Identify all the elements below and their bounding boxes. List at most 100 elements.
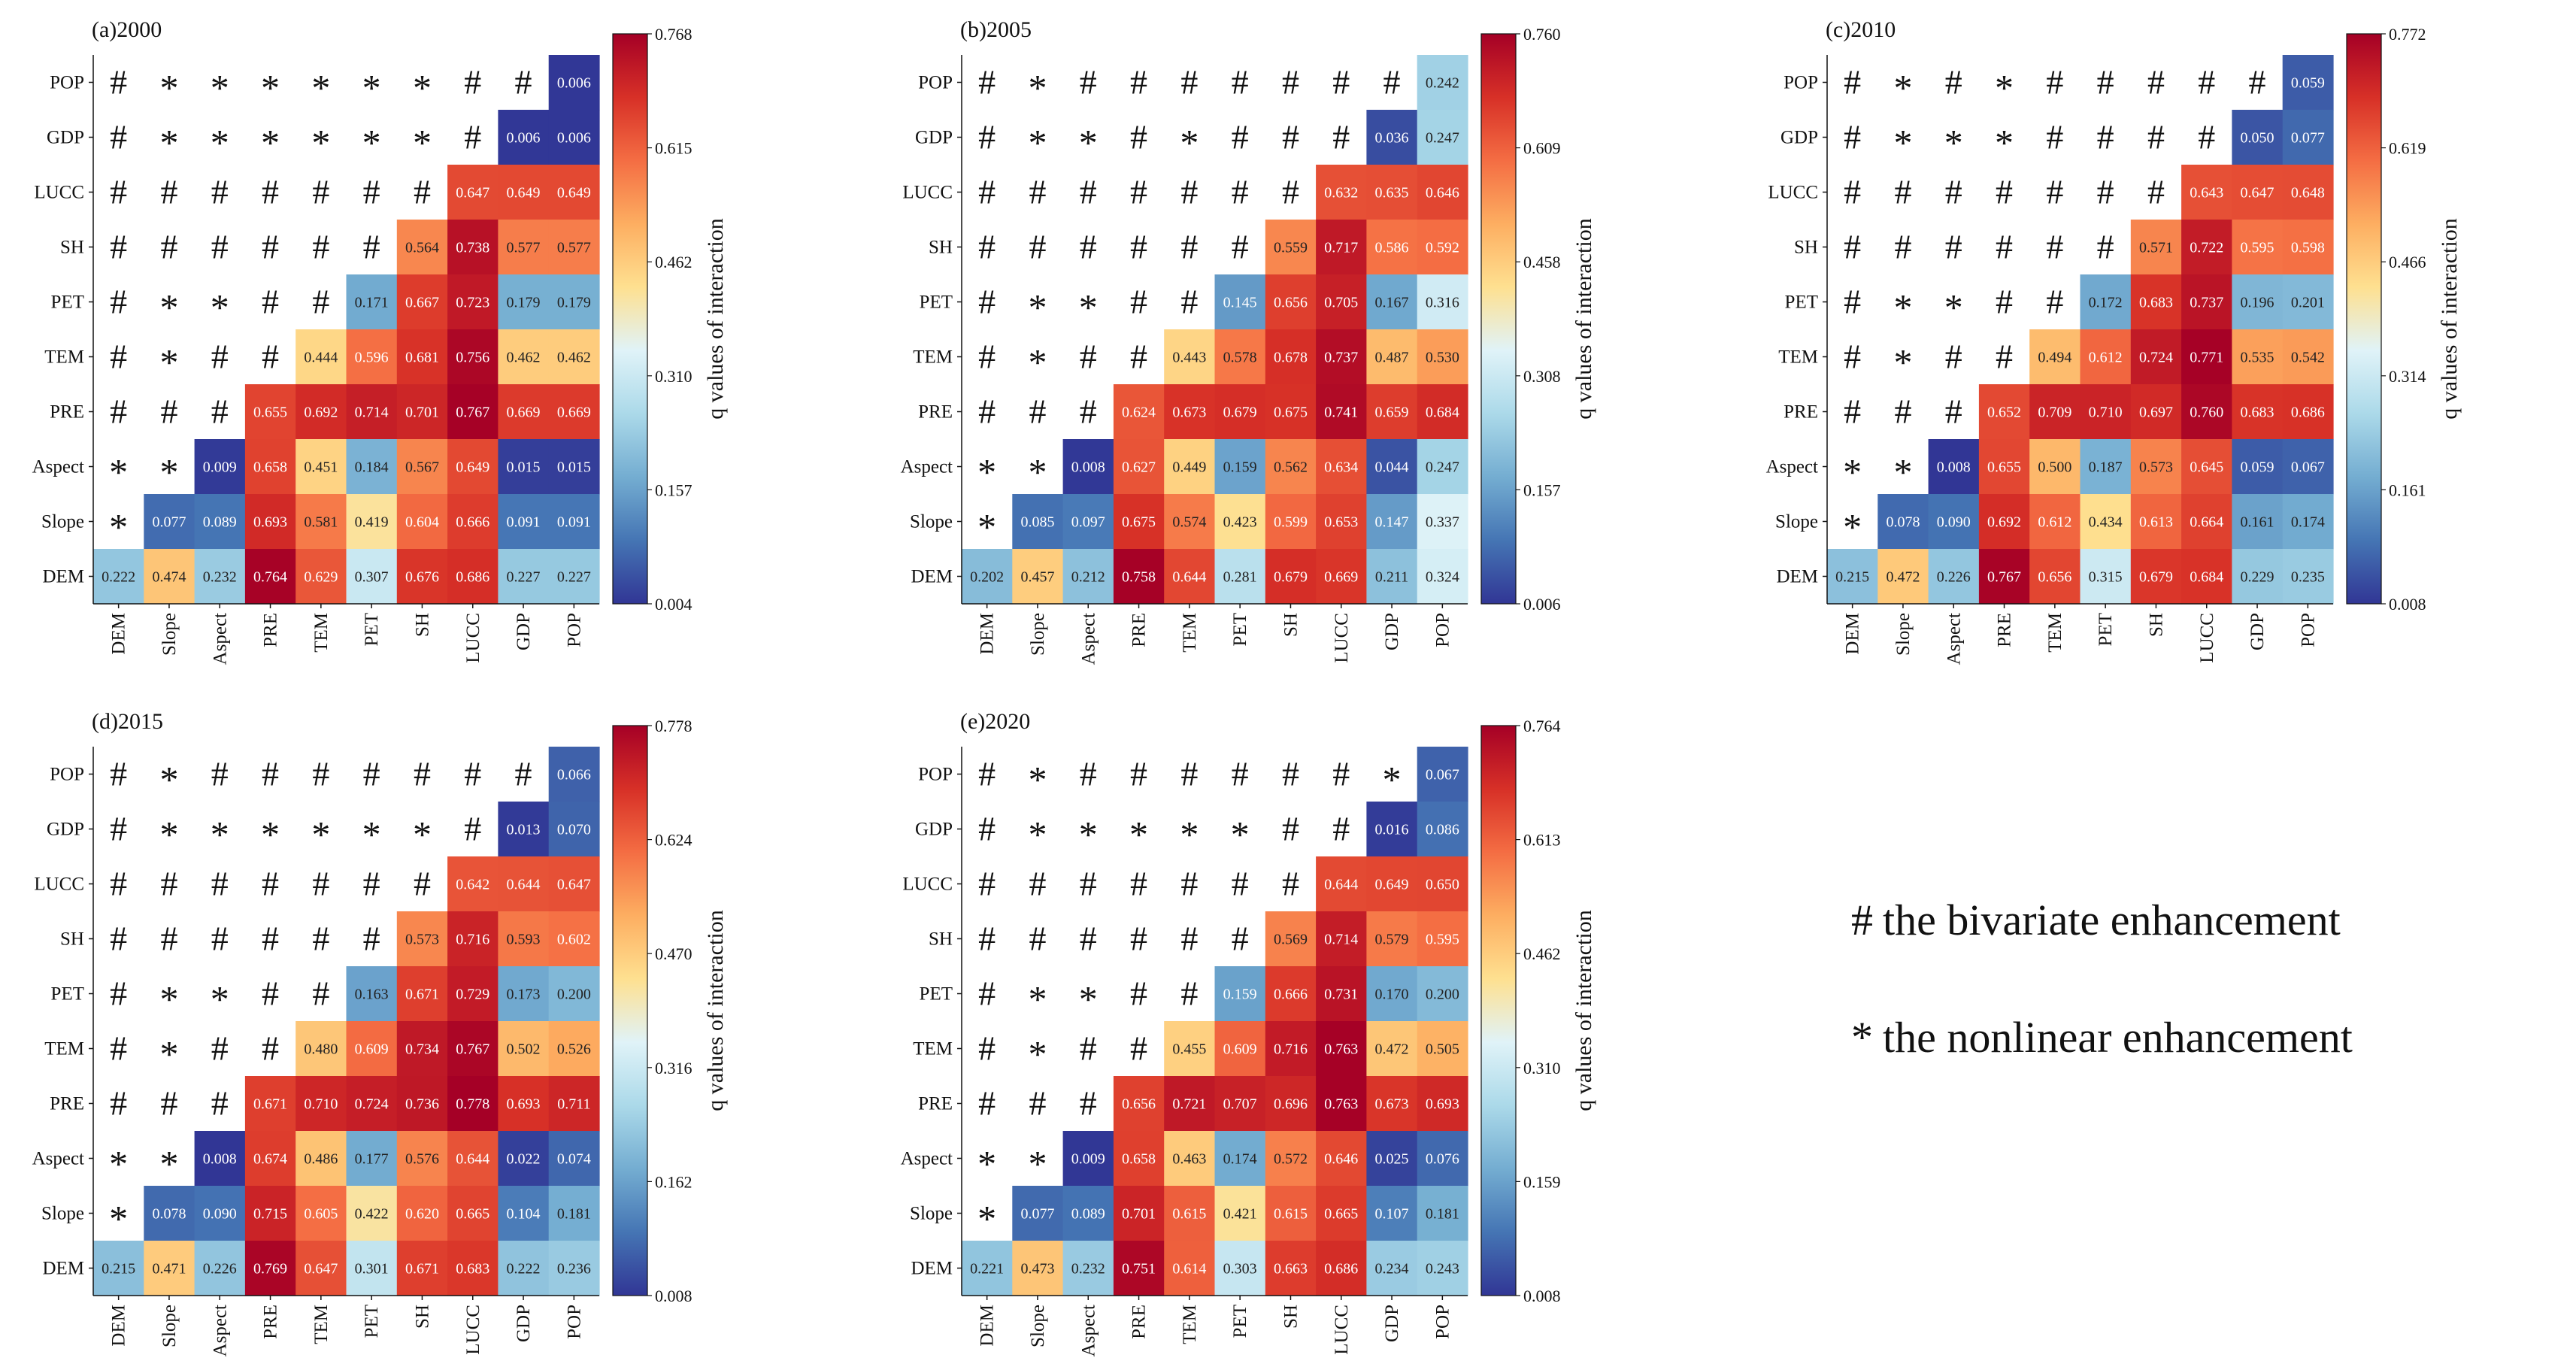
heatmap-cell [1113,549,1165,605]
nonlinear-symbol: * [413,67,432,109]
cell-value-label: 0.449 [1172,459,1206,476]
y-tick-label: LUCC [1768,183,1818,203]
cell-value-label: 0.669 [1324,569,1358,586]
bivariate-symbol: # [1130,974,1147,1013]
cell-value-label: 0.683 [2241,405,2274,421]
heatmap-cell [498,220,550,275]
cell-value-label: 0.236 [557,1261,591,1278]
cell-value-label: 0.324 [1426,569,1459,586]
nonlinear-symbol: * [1995,122,2014,164]
bivariate-symbol: # [110,283,127,321]
heatmap-cell [1417,110,1468,165]
bivariate-symbol: # [978,810,996,848]
x-tick-label: POP [564,613,584,647]
y-tick-label: Aspect [32,1149,84,1169]
cell-value-label: 0.281 [1223,569,1257,586]
y-tick-label: SH [929,929,953,950]
heatmap-cell [1214,439,1266,495]
cell-value-label: 0.232 [1071,1261,1105,1278]
cell-value-label: 0.574 [1172,514,1206,531]
cell-value-label: 0.629 [304,569,338,586]
cell-value-label: 0.077 [1020,1206,1054,1223]
heatmap-cell [2232,274,2284,330]
bivariate-symbol: # [2046,228,2063,266]
legend-item-nonlinear: * the nonlinear enhancement [1851,1008,2528,1067]
nonlinear-symbol: * [1028,286,1047,329]
colorbar-tick-label: 0.609 [1523,139,1561,158]
legend-text-nonlinear: the nonlinear enhancement [1883,1013,2353,1062]
cell-value-label: 0.683 [2139,295,2173,311]
bivariate-symbol: # [110,755,127,793]
heatmap-cell [498,911,550,967]
heatmap-cell [2181,329,2232,385]
heatmap-cell [548,1076,600,1132]
cell-value-label: 0.646 [1324,1151,1358,1168]
bivariate-symbol: # [978,974,996,1013]
cell-value-label: 0.200 [1426,987,1459,1003]
nonlinear-symbol: * [261,814,280,856]
y-tick-label: LUCC [34,874,84,895]
y-tick-label: POP [1784,73,1818,93]
heatmap-cell [1214,966,1266,1022]
cell-value-label: 0.036 [1375,130,1409,147]
heatmap-cell [498,1021,550,1077]
cell-value-label: 0.067 [2291,459,2325,476]
heatmap-cell [1366,549,1418,605]
nonlinear-symbol: * [159,978,178,1020]
colorbar-tick-label: 0.760 [1523,25,1561,44]
heatmap-cell [548,274,600,330]
bivariate-symbol: # [312,283,329,321]
nonlinear-symbol: * [977,451,996,493]
bivariate-symbol: # [1844,338,1861,376]
heatmap-cell [295,1131,347,1187]
cell-value-label: 0.612 [2089,350,2123,366]
colorbar-tick-label: 0.157 [655,480,692,499]
cell-value-label: 0.104 [507,1206,541,1223]
x-tick-label: POP [564,1305,584,1339]
cell-value-label: 0.656 [1122,1096,1156,1113]
cell-value-label: 0.196 [2241,295,2274,311]
heatmap-cell [1012,494,1064,550]
x-tick-label: GDP [1382,613,1402,650]
heatmap-cell [295,1076,347,1132]
heatmap-cell [447,329,499,385]
y-tick-label: PET [1785,292,1818,313]
nonlinear-symbol: * [413,122,432,164]
x-tick-label: Aspect [1078,1305,1099,1356]
heatmap-cell [244,1186,296,1241]
x-tick-label: LUCC [1332,1305,1352,1355]
heatmap-cell [548,747,600,802]
x-tick-label: POP [1432,1305,1453,1339]
cell-value-label: 0.211 [1375,569,1408,586]
cell-value-label: 0.022 [507,1151,541,1168]
cell-value-label: 0.451 [304,459,338,476]
cell-value-label: 0.647 [557,877,591,893]
bivariate-symbol: # [2097,228,2114,266]
heatmap-cell [548,329,600,385]
cell-value-label: 0.614 [1172,1261,1206,1278]
x-tick-label: GDP [514,1305,534,1342]
y-tick-label: PET [920,292,953,313]
bivariate-symbol: # [1894,228,1911,266]
bivariate-symbol: # [312,920,329,958]
x-tick-label: PET [1230,613,1250,646]
heatmap-cell [1265,1131,1317,1187]
cell-value-label: 0.644 [507,877,541,893]
y-tick-label: Aspect [32,457,84,477]
x-tick-label: PRE [261,613,281,647]
heatmap-cell [498,1076,550,1132]
nonlinear-symbol: * [1893,67,1912,109]
heatmap-cell [1265,220,1317,275]
bivariate-symbol: # [160,393,177,431]
heatmap-cell [548,549,600,605]
heatmap-cell [2029,384,2081,440]
heatmap-cell [1012,549,1064,605]
cell-value-label: 0.172 [2089,295,2123,311]
heatmap-cell [498,274,550,330]
y-tick-label: POP [50,765,84,785]
cell-value-label: 0.656 [1274,295,1308,311]
y-tick-label: DEM [1776,567,1818,587]
cell-value-label: 0.577 [557,240,591,256]
heatmap-cell [1316,384,1367,440]
bivariate-symbol: # [1029,920,1046,958]
